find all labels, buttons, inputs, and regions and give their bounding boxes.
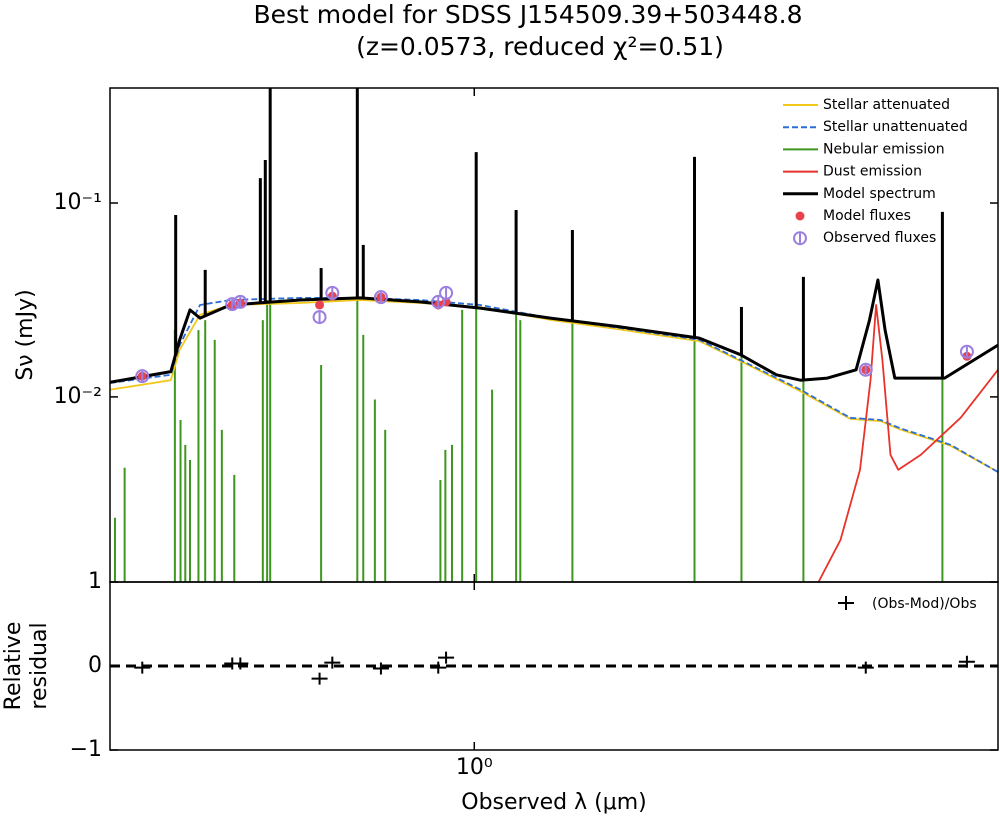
axes: Stellar attenuated Stellar unattenuated Ne… [54, 87, 999, 780]
residual-marker [430, 661, 447, 674]
residual-marker [958, 655, 975, 668]
legend-label: Observed fluxes [823, 230, 936, 246]
y-axis-label: Relative [1, 622, 26, 711]
y-tick-label: 10⁻¹ [54, 190, 102, 215]
residual-marker [857, 661, 874, 674]
observed-flux [312, 310, 327, 325]
observed-flux [959, 344, 974, 359]
y-tick-label: 0 [88, 653, 102, 678]
x-tick-label: 10⁰ [456, 755, 493, 780]
residual-marker [324, 656, 341, 669]
observed-flux [439, 285, 454, 300]
legend-label: Model spectrum [823, 186, 936, 202]
series-line [817, 304, 998, 582]
observed-flux [233, 294, 248, 309]
residual-marker [311, 672, 328, 685]
axes-frame [109, 581, 999, 751]
observed-flux [858, 362, 873, 377]
observed-flux [135, 369, 150, 384]
chart-title: Best model for SDSS J154509.39+503448.8 [253, 0, 802, 29]
legend-label: (Obs-Mod)/Obs [872, 596, 977, 612]
observed-flux [431, 294, 446, 309]
y-tick-label: 10⁻² [54, 384, 102, 409]
observed-flux [225, 297, 240, 312]
chart-subtitle: (z=0.0573, reduced χ²=0.51) [356, 32, 724, 61]
legend-label: Stellar unattenuated [823, 119, 968, 135]
legend-swatch [838, 596, 854, 610]
legend-label: Model fluxes [823, 208, 911, 224]
legend-swatch [795, 211, 805, 221]
observed-flux [373, 290, 388, 305]
model-flux [315, 300, 325, 310]
series-line [110, 297, 998, 473]
y-axis-label: Sν (mJy) [13, 289, 38, 380]
legend-label: Dust emission [823, 164, 922, 180]
y-tick-label: 1 [88, 569, 102, 594]
series-line [110, 278, 998, 384]
legend-swatch [793, 231, 807, 246]
residual-marker [134, 661, 151, 674]
x-axis-label: Observed λ (μm) [461, 790, 646, 815]
plot-area [110, 88, 998, 582]
legend-label: Nebular emission [823, 141, 945, 157]
y-tick-label: −1 [70, 737, 102, 762]
observed-flux [325, 285, 340, 300]
plot-area [110, 651, 998, 685]
residual-marker [438, 651, 455, 664]
residual-marker [232, 657, 249, 670]
y-axis-label: residual [27, 622, 52, 709]
legend-label: Stellar attenuated [823, 97, 950, 113]
residual-marker [372, 662, 389, 675]
series-line [110, 299, 998, 473]
